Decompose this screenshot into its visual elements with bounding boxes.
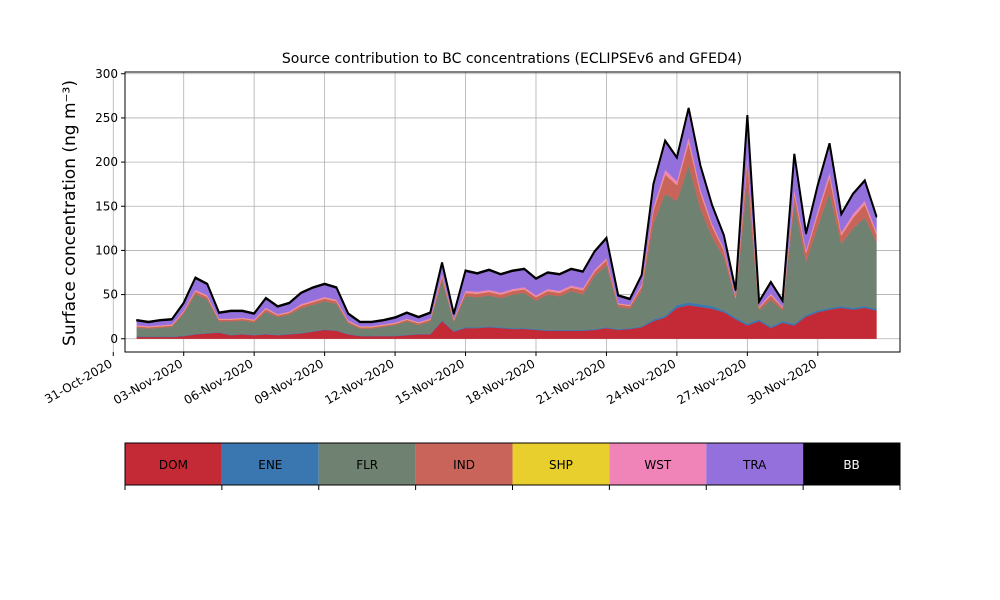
legend-swatch-wst [609,443,707,485]
area-layer [136,107,878,339]
x-tick-label: 31-Oct-2020 [42,356,114,406]
x-tick-label: 06-Nov-2020 [181,356,255,407]
y-tick-label: 150 [95,199,118,213]
legend-label-flr: FLR [356,458,378,472]
y-tick-label: 300 [95,67,118,81]
legend-swatch-shp [512,443,610,485]
legend-swatch-tra [706,443,804,485]
legend-label-shp: SHP [549,458,573,472]
legend-swatch-ene [221,443,319,485]
legend-swatch-ind [415,443,513,485]
legend-label-tra: TRA [742,458,767,472]
chart-title: Source contribution to BC concentrations… [282,51,742,67]
x-tick-label: 24-Nov-2020 [604,356,678,407]
y-tick-label: 50 [103,288,118,302]
x-tick-label: 18-Nov-2020 [463,356,537,407]
y-tick-label: 0 [110,332,118,346]
legend-label-dom: DOM [159,458,188,472]
total-outline [136,107,878,323]
y-tick-label: 200 [95,155,118,169]
x-tick-label: 12-Nov-2020 [322,356,396,407]
x-tick-label: 09-Nov-2020 [252,356,326,407]
legend-label-ind: IND [453,458,475,472]
legend-swatch-flr [318,443,416,485]
y-axis-label: Surface concentration (ng m⁻³) [60,80,80,346]
x-tick-label: 27-Nov-2020 [675,356,749,407]
plot-frame [124,71,901,353]
legend-swatch-bb [803,443,900,485]
y-tick-label: 250 [95,111,118,125]
legend-swatch-dom [125,443,222,485]
legend-label-ene: ENE [258,458,282,472]
legend-colorbar: DOM ENE FLR IND SHP WST TRA BB [124,442,901,490]
x-tick-label: 15-Nov-2020 [393,356,467,407]
x-tick-label: 03-Nov-2020 [111,356,185,407]
y-tick-label: 100 [95,243,118,257]
x-tick-label: 21-Nov-2020 [534,356,608,407]
legend-label-wst: WST [644,458,671,472]
legend-label-bb: BB [843,458,859,472]
x-tick-label: 30-Nov-2020 [745,356,819,407]
